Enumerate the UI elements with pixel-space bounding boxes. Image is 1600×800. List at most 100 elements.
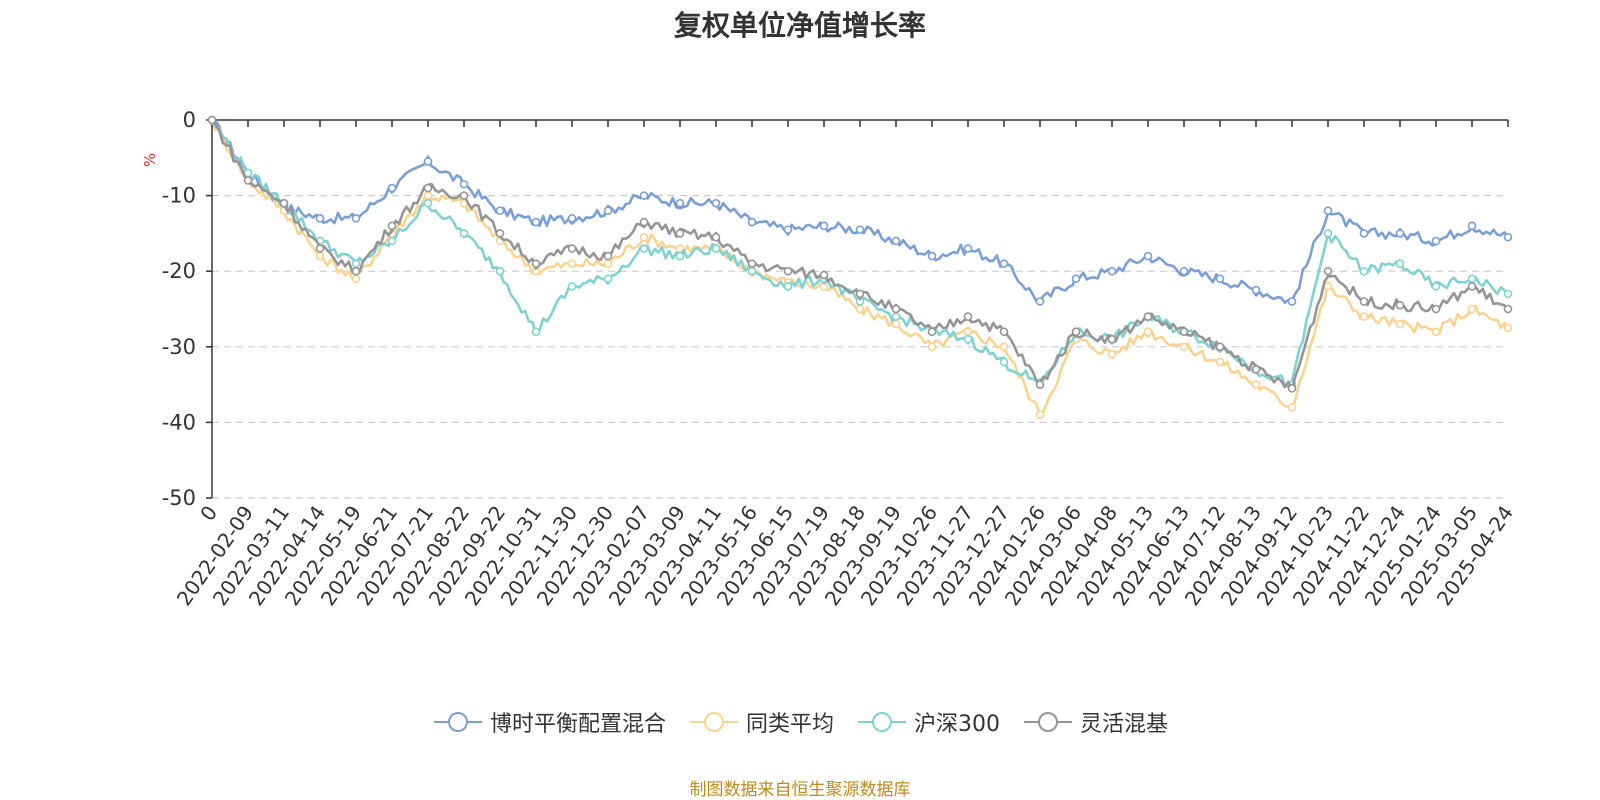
- data-point: [783, 266, 793, 276]
- data-point: [387, 183, 397, 193]
- data-point: [1143, 251, 1153, 261]
- data-point: [459, 229, 469, 238]
- data-point: [531, 217, 541, 227]
- chart-title: 复权单位净值增长率: [673, 9, 926, 42]
- data-point: [495, 206, 505, 216]
- data-point: [567, 244, 577, 253]
- data-point: [1359, 266, 1369, 276]
- data-point: [243, 176, 253, 185]
- data-point: [747, 259, 757, 268]
- data-point: [891, 304, 901, 314]
- data-point: [711, 198, 721, 208]
- data-point: [1395, 229, 1405, 238]
- data-point: [927, 327, 937, 336]
- data-point: [387, 236, 397, 246]
- data-point: [675, 229, 685, 238]
- data-point: [639, 217, 649, 227]
- data-point: [567, 282, 577, 291]
- data-point: [1395, 259, 1405, 268]
- data-point: [1035, 380, 1045, 389]
- data-point: [1179, 342, 1189, 352]
- data-point: [1251, 380, 1261, 389]
- data-point: [351, 274, 361, 284]
- data-point: [315, 244, 325, 253]
- data-point: [1467, 274, 1477, 284]
- data-point: [783, 282, 793, 291]
- data-point: [1071, 327, 1081, 336]
- data-point: [963, 327, 973, 336]
- data-point: [855, 289, 865, 299]
- data-point: [675, 198, 685, 208]
- data-point: [603, 251, 613, 261]
- data-point: [1467, 304, 1477, 314]
- y-tick-label: -40: [162, 410, 196, 434]
- data-point: [1431, 282, 1441, 291]
- data-point: [1107, 266, 1117, 276]
- data-point: [207, 115, 217, 125]
- legend-item-series-2[interactable]: 沪深300: [856, 706, 1000, 738]
- data-point: [639, 232, 649, 242]
- data-point: [891, 312, 901, 321]
- data-point: [1359, 312, 1369, 321]
- series-0: [207, 115, 1513, 306]
- data-point: [1503, 232, 1513, 242]
- data-point: [1179, 327, 1189, 336]
- data-point: [1395, 300, 1405, 310]
- data-point: [1179, 266, 1189, 276]
- data-point: [1503, 304, 1513, 314]
- data-point: [531, 259, 541, 268]
- data-point: [1359, 297, 1369, 306]
- legend-label: 博时平衡配置混合: [489, 712, 666, 737]
- data-point: [1035, 410, 1045, 420]
- y-tick-label: -30: [162, 335, 196, 359]
- data-point: [423, 157, 433, 166]
- legend-marker-icon: [1024, 712, 1072, 732]
- series-3: [207, 115, 1513, 393]
- data-source-note: 制图数据来自恒生聚源数据库: [689, 780, 911, 800]
- data-point: [1467, 221, 1477, 231]
- data-point: [927, 251, 937, 261]
- data-point: [963, 312, 973, 321]
- legend-marker-icon: [858, 712, 906, 732]
- data-point: [819, 270, 829, 280]
- data-point: [603, 274, 613, 284]
- data-point: [999, 357, 1009, 367]
- data-point: [639, 191, 649, 200]
- data-point: [1431, 327, 1441, 336]
- data-point: [315, 213, 325, 223]
- data-point: [999, 342, 1009, 352]
- legend-item-series-0[interactable]: 博时平衡配置混合: [432, 706, 666, 738]
- data-point: [387, 221, 397, 231]
- data-point: [855, 304, 865, 314]
- data-point: [1431, 304, 1441, 314]
- legend-item-series-1[interactable]: 同类平均: [688, 706, 834, 738]
- data-point: [999, 259, 1009, 268]
- data-point: [891, 319, 901, 329]
- data-point: [459, 191, 469, 200]
- data-point: [495, 266, 505, 276]
- y-tick-label: 0: [183, 108, 196, 132]
- data-point: [963, 244, 973, 253]
- data-point: [531, 327, 541, 336]
- data-point: [1323, 282, 1333, 291]
- data-point: [567, 213, 577, 223]
- data-point: [243, 168, 253, 178]
- legend-marker-icon: [433, 712, 482, 732]
- data-point: [1467, 282, 1477, 291]
- data-point: [279, 198, 289, 208]
- y-tick-label: -20: [162, 259, 196, 283]
- data-point: [783, 225, 793, 234]
- data-point: [855, 225, 865, 234]
- data-point: [1323, 206, 1333, 216]
- data-point: [1503, 323, 1513, 333]
- data-point: [1035, 297, 1045, 306]
- data-point: [1143, 312, 1153, 321]
- data-point: [459, 179, 469, 189]
- legend-label: 灵活混基: [1080, 712, 1169, 737]
- legend-item-series-3[interactable]: 灵活混基: [1022, 706, 1168, 738]
- data-point: [1215, 342, 1225, 352]
- data-point: [711, 244, 721, 253]
- data-point: [603, 259, 613, 268]
- data-point: [711, 232, 721, 242]
